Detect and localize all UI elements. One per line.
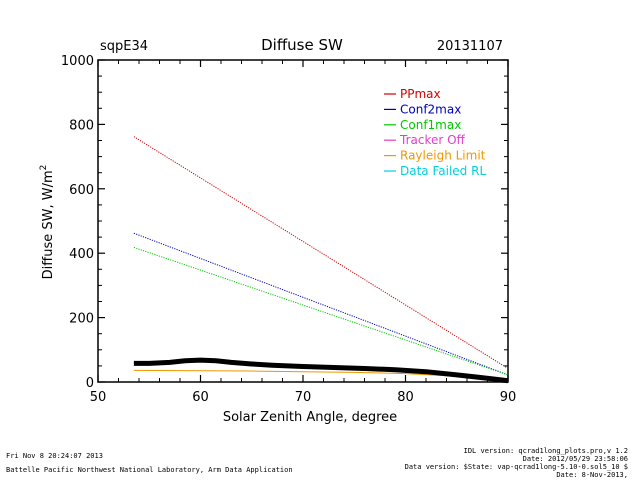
legend-label-conf2max: Conf2max (400, 102, 461, 116)
y-axis-label-main: Diffuse SW, W/m (41, 170, 56, 279)
x-tick-label: 60 (192, 390, 209, 405)
footer-idl-version: IDL version: qcrad1long_plots.pro,v 1.2 (463, 447, 628, 455)
chart-title: Diffuse SW (261, 36, 343, 54)
legend-label-rayleigh-limit: Rayleigh Limit (400, 149, 486, 163)
y-tick-label: 1000 (61, 54, 94, 69)
date-label: 20131107 (437, 39, 503, 54)
station-label: sqpE34 (100, 39, 148, 54)
legend-label-ppmax: PPmax (400, 87, 441, 101)
footer-data-version: Data version: $State: vap-qcrad1long-5.1… (404, 463, 628, 471)
series-layer (133, 136, 509, 384)
x-tick-label: 90 (500, 390, 517, 405)
x-tick-label: 70 (295, 390, 312, 405)
series-line-conf1max (133, 246, 509, 376)
y-tick-label: 600 (69, 183, 94, 198)
x-axis: 50 60 70 80 90 (90, 60, 517, 405)
legend-label-conf1max: Conf1max (400, 118, 461, 132)
y-axis-label-superscript: 2 (39, 165, 49, 171)
x-tick-label: 80 (397, 390, 414, 405)
y-tick-label: 400 (69, 247, 94, 262)
footer-data-date: Date: 8-Nov-2013, (556, 471, 628, 479)
legend-label-data-failed-rl: Data Failed RL (400, 164, 486, 178)
series-line-conf2max (133, 232, 509, 376)
y-tick-label: 200 (69, 312, 94, 327)
footer-timestamp: Fri Nov 8 20:24:07 2013 (6, 452, 103, 460)
x-tick-label: 50 (90, 390, 107, 405)
footer-institution: Battelle Pacific Northwest National Labo… (6, 466, 293, 474)
legend-label-tracker-off: Tracker Off (399, 133, 466, 147)
x-axis-label: Solar Zenith Angle, degree (223, 410, 397, 425)
y-axis-label: Diffuse SW, W/m2 (39, 165, 56, 280)
series-line-measured (133, 357, 509, 384)
y-tick-label: 0 (86, 376, 94, 391)
y-tick-label: 800 (69, 118, 94, 133)
footer-idl-date: Date: 2012/05/29 23:58:06 (522, 455, 628, 463)
y-axis: 0 200 400 600 800 1000 (61, 54, 508, 391)
